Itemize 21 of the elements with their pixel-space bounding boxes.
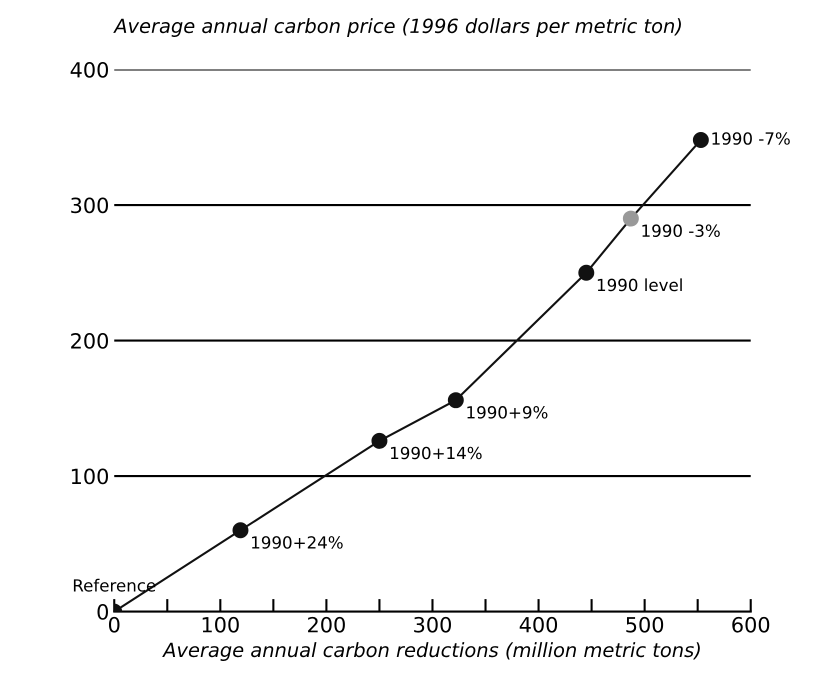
annotation: 1990 level [598, 278, 682, 292]
x-tick-label: 200 [308, 616, 345, 633]
y-tick-label: 300 [71, 197, 108, 214]
x-tick-label: 400 [520, 616, 558, 633]
annotation: 1990+9% [467, 406, 548, 419]
annotation: Reference [74, 578, 156, 592]
x-tick-label: 600 [732, 616, 770, 633]
y-axis-title: Average annual carbon price (1996 dollars per metric ton) [113, 18, 681, 37]
y-tick-label: 100 [72, 468, 108, 484]
annotation: 1990 -7% [712, 132, 790, 145]
x-axis-title: Average annual carbon reductions (million metric tons) [162, 642, 700, 661]
annotation: 1990+14% [390, 446, 482, 460]
y-tick-label: 200 [71, 333, 108, 349]
y-tick-label: 400 [70, 62, 108, 78]
x-tick-label: 100 [202, 616, 239, 633]
x-tick-label: 300 [414, 616, 451, 633]
x-tick-label: 500 [626, 616, 664, 633]
y-tick-label: 0 [97, 604, 108, 620]
x-tick-label: 0 [108, 616, 120, 633]
annotation: 1990 -3% [642, 224, 720, 238]
annotation: 1990+24% [252, 536, 343, 549]
